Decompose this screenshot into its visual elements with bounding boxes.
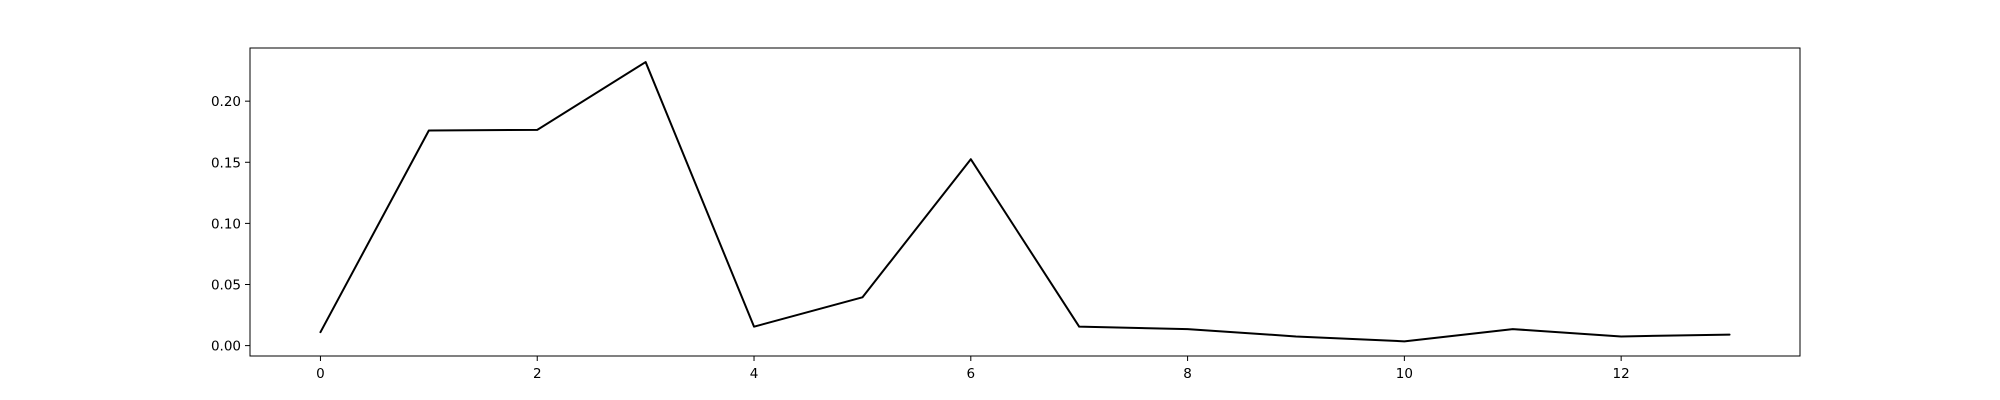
- x-axis: 0 2 4 6 8 10 12: [316, 356, 1630, 382]
- x-tick-label: 6: [967, 366, 976, 382]
- y-axis: 0.00 0.05 0.10 0.15 0.20: [211, 94, 250, 355]
- y-tick-label: 0.05: [211, 278, 241, 294]
- y-tick-label: 0.15: [211, 155, 241, 171]
- x-tick-label: 2: [533, 366, 542, 382]
- series-layer: [319, 61, 1731, 343]
- x-tick-label: 12: [1613, 366, 1630, 382]
- plot-area-frame: [249, 47, 1801, 357]
- x-tick-label: 4: [750, 366, 759, 382]
- series-line-0: [319, 61, 1731, 343]
- x-tick-label: 8: [1183, 366, 1192, 382]
- x-tick-label: 10: [1396, 366, 1413, 382]
- x-tick-label: 0: [316, 366, 325, 382]
- y-tick-label: 0.20: [211, 94, 241, 110]
- y-tick-label: 0.00: [211, 339, 241, 355]
- y-tick-label: 0.10: [211, 216, 241, 232]
